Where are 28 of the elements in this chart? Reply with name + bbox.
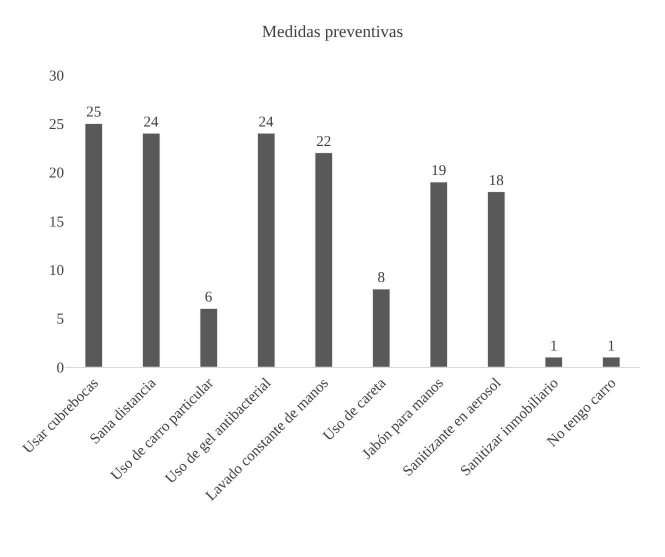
y-tick-label: 20 bbox=[49, 166, 64, 182]
y-tick-label: 15 bbox=[49, 214, 64, 230]
bar bbox=[200, 308, 218, 367]
data-label: 6 bbox=[204, 290, 213, 306]
data-label: 1 bbox=[550, 338, 558, 354]
y-tick-label: 25 bbox=[49, 116, 64, 133]
data-label: 8 bbox=[378, 270, 385, 286]
y-tick-label: 0 bbox=[56, 360, 64, 376]
data-label: 25 bbox=[86, 104, 102, 121]
data-label: 18 bbox=[488, 172, 504, 189]
bar bbox=[430, 182, 448, 367]
data-label: 24 bbox=[258, 114, 274, 130]
data-label: 24 bbox=[144, 114, 160, 130]
data-label: 1 bbox=[608, 338, 616, 354]
bar bbox=[84, 123, 103, 367]
data-label: 22 bbox=[316, 134, 332, 150]
bar bbox=[487, 192, 506, 367]
bar bbox=[372, 288, 390, 367]
bar bbox=[257, 133, 276, 367]
y-tick-label: 30 bbox=[49, 68, 64, 84]
bar bbox=[142, 133, 160, 367]
bar bbox=[544, 357, 563, 367]
chart-title: Medidas preventivas bbox=[262, 22, 404, 41]
y-tick-label: 10 bbox=[49, 262, 64, 279]
y-tick-label: 5 bbox=[56, 312, 64, 328]
bar bbox=[602, 357, 620, 367]
bar bbox=[314, 152, 333, 367]
data-label: 19 bbox=[431, 163, 446, 180]
